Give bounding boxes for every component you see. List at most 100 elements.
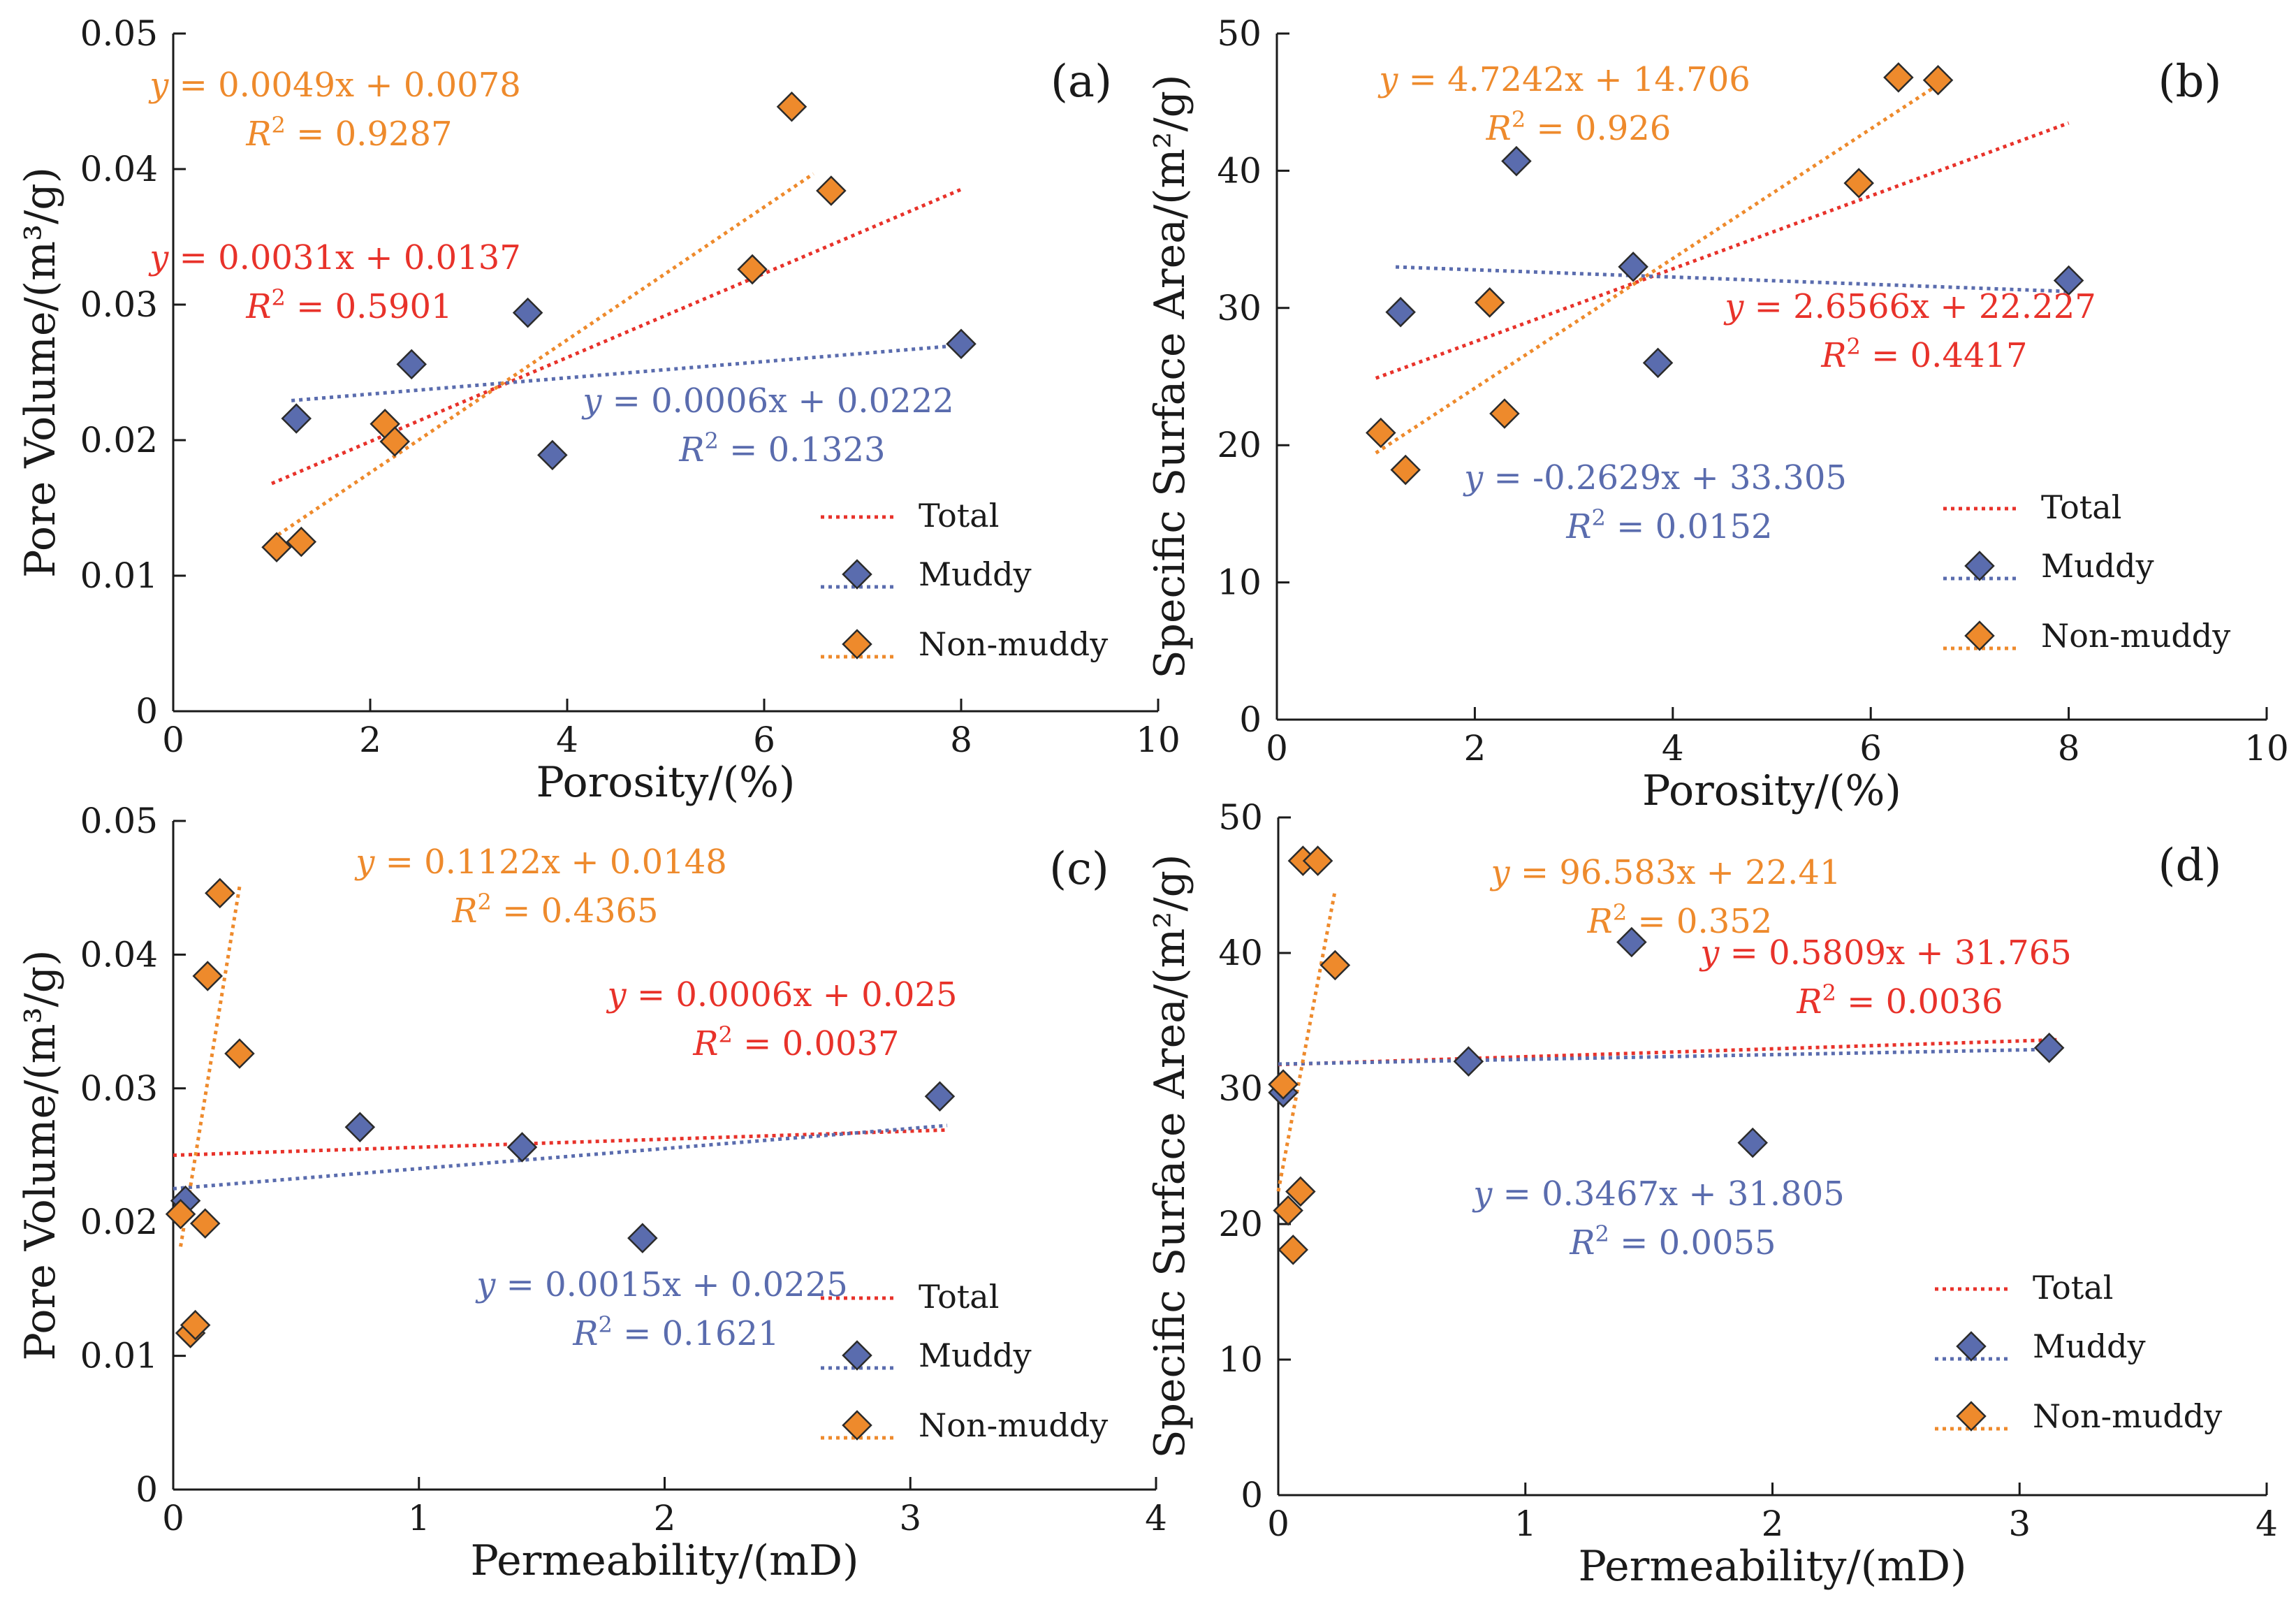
point-muddy [281,403,312,434]
eq-var: y [1463,458,1493,497]
r2-value: = 0.1621 [613,1314,780,1353]
r2-value: = 0.0037 [733,1024,900,1063]
point-muddy [1385,296,1416,328]
r2-var: R [1486,109,1512,148]
point-non-muddy [189,1208,221,1239]
x-tick-label: 3 [2008,1504,2031,1544]
legend-swatch-nonmuddy-marker [1956,1401,1987,1432]
x-tick-label: 2 [654,1498,676,1538]
point-muddy [506,1132,538,1163]
r2-value: = 0.352 [1627,902,1772,941]
equation-total: y = 2.6566x + 22.227 [1723,287,2096,326]
r2-value: = 0.4365 [492,891,659,931]
equation-muddy: y = 0.3467x + 31.805 [1472,1174,1845,1214]
y-tick-label: 30 [1218,1068,1263,1109]
r2-var: R [451,891,477,931]
trendline-muddy [1278,1047,2057,1066]
point-non-muddy [1278,1235,1308,1265]
eq-value: = -0.2629x + 33.305 [1493,458,1846,497]
legend: Total Muddy Non-muddy [1935,1269,2222,1435]
panel-a: 0 2 4 6 8 10 0 0.01 0.02 0.03 0.04 0.05 Porosity/(%)… [16,13,1180,807]
r2-value: = 0.5901 [286,287,453,326]
y-tick-label: 0 [1241,1475,1263,1515]
x-tick-label: 0 [1266,728,1288,769]
legend-label-muddy: Muddy [919,555,1032,593]
r2-sup: 2 [719,1021,733,1048]
eq-var: y [1489,853,1520,892]
point-muddy [924,1081,956,1112]
legend: Total Muddy Non-muddy [821,497,1108,663]
r2-total: R2 = 0.4417 [1820,333,2027,375]
x-tick-label: 2 [359,720,381,760]
r2-var: R [692,1024,718,1063]
x-tick-label: 1 [1514,1504,1537,1544]
legend-swatch-muddy-marker [842,559,872,590]
r2-sup: 2 [1613,899,1627,926]
point-non-muddy [1843,168,1874,198]
x-tick-label: 2 [1463,728,1486,769]
y-axis-title: Specific Surface Area/(m²/g) [1146,75,1194,679]
legend-label-nonmuddy: Non-muddy [2041,617,2230,655]
r2-sup: 2 [599,1311,613,1338]
legend-label-total: Total [919,1278,999,1316]
equation-muddy: y = -0.2629x + 33.305 [1463,458,1847,497]
point-non-muddy [1285,1176,1316,1207]
y-tick-label: 10 [1217,562,1262,603]
y-axis-title: Specific Surface Area/(m²/g) [1146,854,1194,1459]
equation-total: y = 0.0006x + 0.025 [606,975,957,1014]
point-non-muddy [1319,949,1351,981]
point-non-muddy [192,961,224,991]
y-tick-label: 20 [1218,1204,1263,1244]
point-non-muddy [165,1198,196,1230]
r2-muddy: R2 = 0.0152 [1565,504,1772,546]
r2-non-muddy: R2 = 0.9287 [245,112,452,154]
r2-sup: 2 [1595,1221,1609,1247]
y-tick-label: 0 [1239,699,1262,740]
r2-sup: 2 [272,284,286,311]
x-tick-label: 4 [556,720,578,760]
trendline-muddy [173,1123,948,1191]
point-non-muddy [261,532,292,563]
y-tick-label: 0.01 [80,1336,158,1376]
eq-var: y [1699,933,1730,973]
point-muddy [1453,1046,1484,1077]
point-non-muddy [1302,845,1333,876]
eq-value: = 2.6566x + 22.227 [1755,287,2096,326]
y-axis-title: Pore Volume/(m³/g) [16,167,65,578]
point-non-muddy [1366,417,1396,449]
trendline-non-muddy [270,172,814,541]
point-muddy [1501,145,1532,177]
x-tick-label: 8 [950,720,972,760]
x-tick-label: 4 [1662,728,1684,769]
x-tick-label: 0 [1267,1504,1289,1544]
r2-muddy: R2 = 0.1621 [572,1311,779,1353]
y-tick-label: 10 [1218,1339,1263,1380]
y-axis-title: Pore Volume/(m³/g) [16,949,65,1360]
r2-value: = 0.1323 [719,430,886,469]
panel-label: (c) [1049,843,1109,895]
y-tick-label: 0.05 [80,13,158,54]
trendline-total [1375,121,2070,380]
trendline-muddy [1395,265,2069,293]
eq-var: y [1723,287,1754,326]
r2-var: R [1820,336,1846,375]
point-muddy [396,349,427,380]
point-non-muddy [1489,398,1520,429]
trendline-non-muddy [1375,82,1941,455]
point-non-muddy [286,526,317,558]
r2-value: = 0.926 [1526,109,1671,148]
point-non-muddy [1883,62,1914,93]
point-muddy [537,439,568,471]
legend-label-muddy: Muddy [2041,547,2154,585]
legend-label-muddy: Muddy [919,1337,1032,1374]
trendline-total [173,1128,948,1157]
point-non-muddy [776,91,807,122]
eq-value: = 0.0031x + 0.0137 [180,238,521,277]
y-tick-label: 50 [1217,13,1262,54]
r2-sup: 2 [1512,106,1526,133]
y-tick-label: 0.05 [80,801,158,841]
legend-label-total: Total [2033,1269,2113,1306]
eq-value: = 0.1122x + 0.0148 [386,843,727,882]
eq-var: y [475,1265,506,1304]
legend-swatch-muddy-marker [1964,551,1995,581]
